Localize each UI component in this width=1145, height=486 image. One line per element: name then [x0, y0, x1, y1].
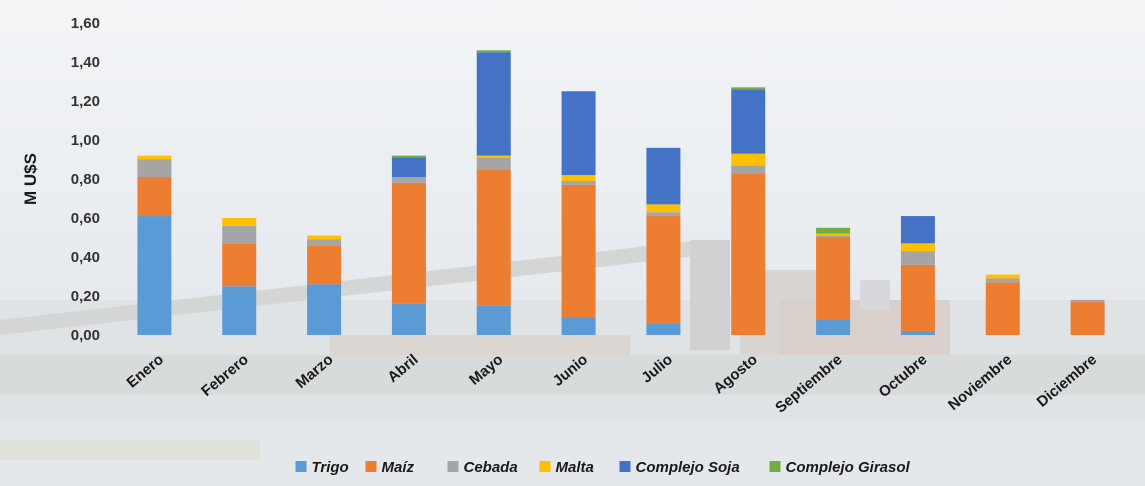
- bar-segment-cebada-enero: [137, 159, 172, 178]
- bar-segment-trigo-junio: [561, 317, 596, 335]
- bar-segment-complejo-soja-junio: [561, 91, 596, 176]
- legend-item-trigo: Trigo: [295, 459, 349, 476]
- y-tick-label: 1,20: [71, 93, 100, 110]
- bars: [137, 50, 1105, 335]
- bar-segment-maiz-febrero: [222, 243, 257, 287]
- bar-segment-complejo-girasol-mayo: [476, 50, 511, 53]
- bar-group-diciembre: [1070, 299, 1105, 335]
- bar-segment-trigo-octubre: [900, 331, 935, 335]
- bar-segment-maiz-mayo: [476, 169, 511, 306]
- bar-segment-complejo-soja-mayo: [476, 52, 511, 156]
- legend-item-malta: Malta: [539, 459, 594, 476]
- bar-segment-maiz-enero: [137, 177, 172, 217]
- bar-group-mayo: [476, 50, 511, 335]
- bar-segment-trigo-febrero: [222, 286, 257, 335]
- legend-label: Complejo Soja: [636, 459, 740, 476]
- legend-swatch: [365, 461, 377, 472]
- legend-item-complejo-soja: Complejo Soja: [619, 459, 740, 476]
- bar-segment-trigo-julio: [646, 323, 681, 335]
- legend-label: Complejo Girasol: [786, 459, 911, 476]
- bar-group-junio: [561, 91, 596, 335]
- bar-segment-complejo-girasol-agosto: [731, 87, 766, 90]
- bar-segment-cebada-septiembre: [816, 235, 851, 238]
- legend-swatch: [539, 461, 551, 472]
- y-tick-label: 1,40: [71, 54, 100, 71]
- bar-segment-malta-octubre: [900, 243, 935, 252]
- y-tick-label: 1,60: [71, 15, 100, 32]
- y-tick-label: 1,00: [71, 132, 100, 149]
- bar-segment-maiz-abril: [391, 182, 426, 304]
- bar-segment-trigo-mayo: [476, 305, 511, 335]
- y-axis-title: M U$S: [21, 153, 40, 205]
- bar-group-julio: [646, 147, 681, 335]
- bar-segment-malta-mayo: [476, 155, 511, 158]
- bar-segment-cebada-febrero: [222, 225, 257, 244]
- bar-segment-complejo-girasol-abril: [391, 155, 426, 158]
- legend-label: Maíz: [382, 459, 415, 476]
- legend-label: Malta: [556, 459, 594, 476]
- bar-group-octubre: [900, 216, 935, 335]
- y-axis: 0,00 0,20 0,40 0,60 0,80 1,00 1,20 1,40 1,60 M U$…: [21, 15, 100, 344]
- bar-segment-malta-septiembre: [816, 233, 851, 236]
- bar-group-septiembre: [816, 227, 851, 335]
- bar-group-febrero: [222, 218, 257, 335]
- legend-label: Cebada: [464, 459, 518, 476]
- bar-segment-cebada-junio: [561, 180, 596, 185]
- bar-segment-trigo-septiembre: [816, 319, 851, 335]
- bar-segment-cebada-julio: [646, 212, 681, 217]
- bar-segment-trigo-abril: [391, 303, 426, 335]
- y-tick-label: 0,40: [71, 249, 100, 266]
- bar-segment-cebada-noviembre: [985, 278, 1020, 283]
- bar-segment-malta-noviembre: [985, 274, 1020, 279]
- bar-group-enero: [137, 155, 172, 335]
- bar-group-abril: [391, 155, 426, 335]
- bar-group-marzo: [307, 235, 342, 335]
- bar-segment-cebada-diciembre: [1070, 299, 1105, 302]
- bar-segment-malta-julio: [646, 204, 681, 213]
- legend-swatch: [769, 461, 781, 472]
- bar-segment-complejo-soja-octubre: [900, 216, 935, 244]
- bar-segment-cebada-agosto: [731, 165, 766, 174]
- bar-segment-trigo-marzo: [307, 284, 342, 335]
- bar-segment-maiz-octubre: [900, 264, 935, 332]
- bar-segment-malta-agosto: [731, 153, 766, 166]
- bar-segment-malta-junio: [561, 175, 596, 181]
- bar-segment-complejo-soja-julio: [646, 147, 681, 205]
- legend-item-maiz: Maíz: [365, 459, 415, 476]
- legend-item-cebada: Cebada: [447, 459, 518, 476]
- legend-swatch: [619, 461, 631, 472]
- bar-segment-complejo-soja-abril: [391, 157, 426, 178]
- bar-segment-maiz-agosto: [731, 173, 766, 335]
- y-tick-label: 0,20: [71, 288, 100, 305]
- y-tick-label: 0,80: [71, 171, 100, 188]
- bar-segment-maiz-septiembre: [816, 237, 851, 320]
- bar-segment-malta-marzo: [307, 235, 342, 240]
- bar-segment-maiz-diciembre: [1070, 301, 1105, 335]
- bar-group-noviembre: [985, 274, 1020, 335]
- bar-segment-cebada-mayo: [476, 157, 511, 170]
- y-tick-label: 0,00: [71, 327, 100, 344]
- bar-segment-complejo-soja-agosto: [731, 89, 766, 154]
- bar-segment-maiz-noviembre: [985, 282, 1020, 335]
- bar-segment-maiz-marzo: [307, 245, 342, 285]
- bar-segment-cebada-octubre: [900, 251, 935, 265]
- bar-segment-maiz-junio: [561, 184, 596, 318]
- legend: Trigo Maíz Cebada Malta Complejo Soja Complej…: [295, 459, 911, 476]
- bar-segment-malta-febrero: [222, 218, 257, 226]
- bar-group-agosto: [731, 87, 766, 335]
- bar-segment-complejo-girasol-septiembre: [816, 227, 851, 234]
- legend-label: Trigo: [312, 459, 349, 476]
- bar-segment-cebada-abril: [391, 177, 426, 183]
- legend-swatch: [447, 461, 459, 472]
- bar-segment-malta-enero: [137, 155, 172, 160]
- bar-segment-trigo-enero: [137, 216, 172, 335]
- legend-item-complejo-girasol: Complejo Girasol: [769, 459, 911, 476]
- bar-segment-cebada-marzo: [307, 239, 342, 246]
- y-tick-label: 0,60: [71, 210, 100, 227]
- legend-swatch: [295, 461, 307, 472]
- bar-segment-maiz-julio: [646, 216, 681, 324]
